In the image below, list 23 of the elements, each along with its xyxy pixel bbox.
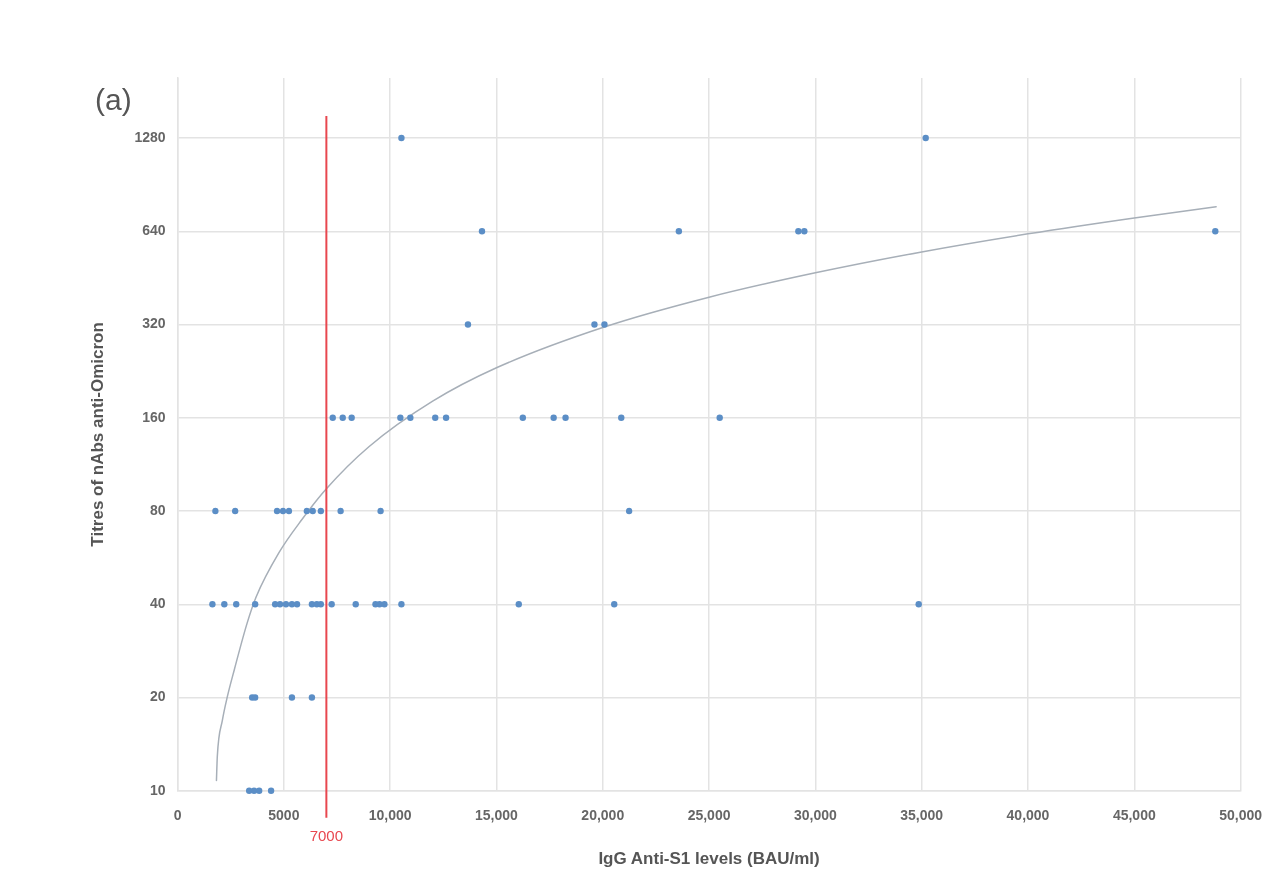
y-tick-label: 1280	[134, 128, 166, 145]
x-tick-label: 25,000	[687, 807, 731, 824]
ref-line-label: 7000	[309, 827, 344, 845]
x-tick-label: 30,000	[793, 807, 837, 824]
x-tick-label: 45,000	[1112, 807, 1156, 824]
x-tick-label: 0	[173, 807, 182, 824]
x-tick-label: 40,000	[1006, 807, 1050, 824]
x-tick-label: 50,000	[1219, 807, 1263, 824]
x-tick-label: 35,000	[900, 807, 944, 824]
y-tick-label: 80	[149, 501, 166, 518]
x-tick-label: 10,000	[368, 807, 412, 824]
y-tick-label: 320	[142, 315, 166, 332]
x-tick-label: 5000	[268, 807, 300, 824]
y-tick-label: 10	[149, 781, 166, 798]
y-tick-label: 40	[149, 595, 166, 612]
x-tick-label: 15,000	[475, 807, 519, 824]
y-tick-label: 20	[149, 688, 166, 705]
x-axis-title: IgG Anti-S1 levels (BAU/ml)	[598, 849, 820, 869]
y-tick-label: 640	[142, 222, 166, 239]
x-tick-label: 20,000	[581, 807, 625, 824]
y-axis-title: Titres of nAbs anti-Omicron	[87, 322, 107, 547]
y-tick-label: 160	[142, 408, 166, 425]
chart-title: (a)	[95, 83, 132, 116]
